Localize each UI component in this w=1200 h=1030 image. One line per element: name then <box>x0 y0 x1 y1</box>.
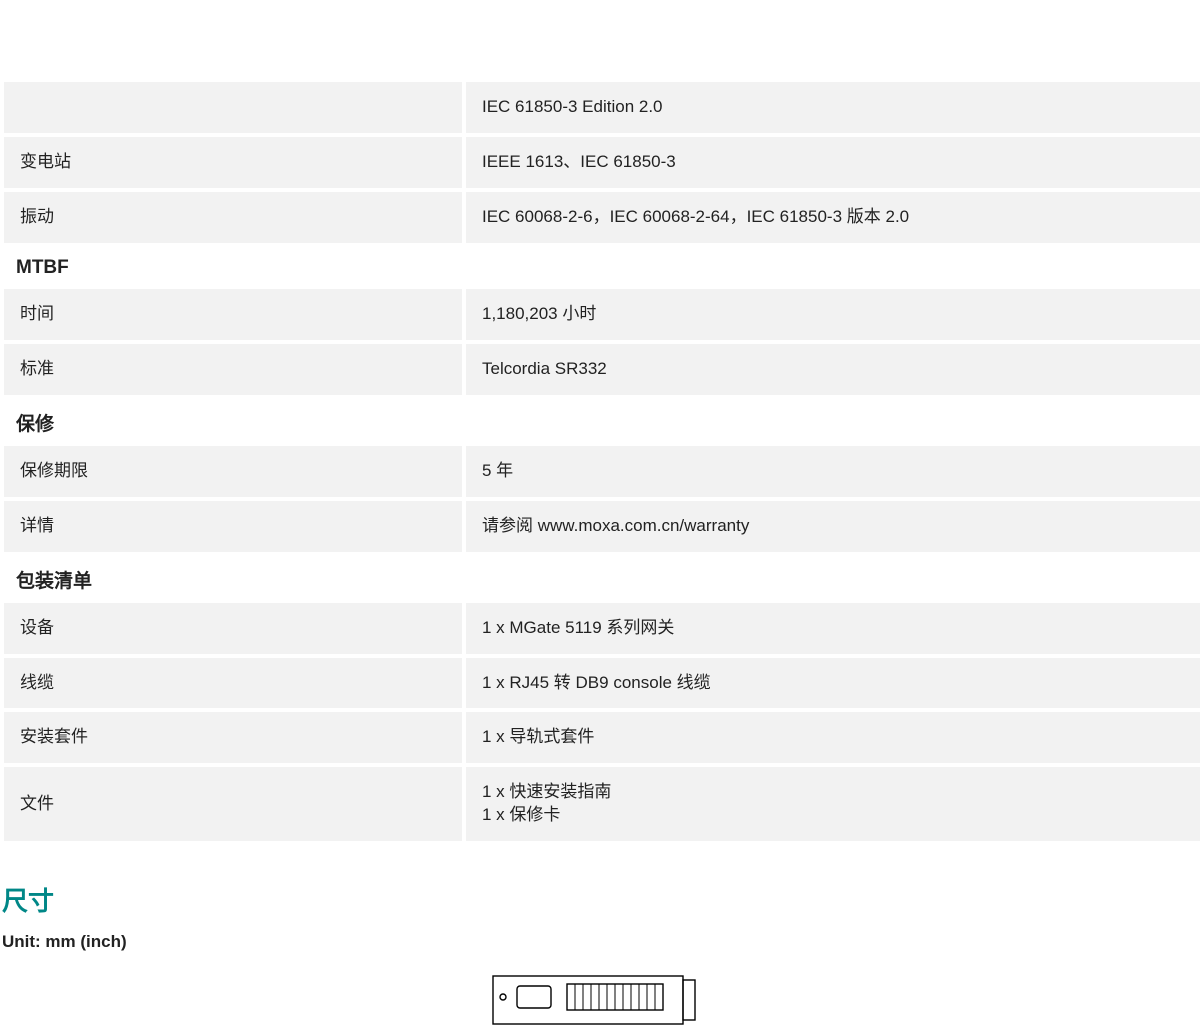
section-header-package: 包装清单 <box>4 552 1200 603</box>
row-value: 1 x 导轨式套件 <box>466 712 1200 763</box>
spec-table: IEC 61850-3 Edition 2.0变电站IEEE 1613、IEC … <box>4 82 1200 841</box>
table-row: IEC 61850-3 Edition 2.0 <box>4 82 1200 133</box>
row-value: 请参阅 www.moxa.com.cn/warranty <box>466 501 1200 552</box>
device-top-view-icon <box>485 970 715 1030</box>
row-value: IEC 60068-2-6，IEC 60068-2-64，IEC 61850-3… <box>466 192 1200 243</box>
row-value: 1 x 快速安装指南1 x 保修卡 <box>466 767 1200 841</box>
row-value: IEC 61850-3 Edition 2.0 <box>466 82 1200 133</box>
table-row: 详情请参阅 www.moxa.com.cn/warranty <box>4 501 1200 552</box>
dimensions-unit: Unit: mm (inch) <box>2 932 1200 952</box>
table-row: 标准Telcordia SR332 <box>4 344 1200 395</box>
row-label: 安装套件 <box>4 712 462 763</box>
section-header-warranty: 保修 <box>4 395 1200 446</box>
row-label <box>4 82 462 133</box>
row-label: 标准 <box>4 344 462 395</box>
table-row: 线缆1 x RJ45 转 DB9 console 线缆 <box>4 658 1200 709</box>
row-label: 时间 <box>4 289 462 340</box>
dimensions-heading: 尺寸 <box>2 881 1200 918</box>
row-value: 1 x RJ45 转 DB9 console 线缆 <box>466 658 1200 709</box>
table-row: 文件1 x 快速安装指南1 x 保修卡 <box>4 767 1200 841</box>
table-row: 变电站IEEE 1613、IEC 61850-3 <box>4 137 1200 188</box>
row-label: 振动 <box>4 192 462 243</box>
table-row: 设备1 x MGate 5119 系列网关 <box>4 603 1200 654</box>
row-label: 保修期限 <box>4 446 462 497</box>
row-value: IEEE 1613、IEC 61850-3 <box>466 137 1200 188</box>
row-label: 设备 <box>4 603 462 654</box>
row-label: 文件 <box>4 767 462 841</box>
row-value: 5 年 <box>466 446 1200 497</box>
section-header-mtbf: MTBF <box>4 243 1200 289</box>
table-row: 安装套件1 x 导轨式套件 <box>4 712 1200 763</box>
row-label: 变电站 <box>4 137 462 188</box>
table-row: 保修期限5 年 <box>4 446 1200 497</box>
row-label: 线缆 <box>4 658 462 709</box>
row-value: Telcordia SR332 <box>466 344 1200 395</box>
row-value: 1 x MGate 5119 系列网关 <box>466 603 1200 654</box>
row-value: 1,180,203 小时 <box>466 289 1200 340</box>
table-row: 时间1,180,203 小时 <box>4 289 1200 340</box>
table-row: 振动IEC 60068-2-6，IEC 60068-2-64，IEC 61850… <box>4 192 1200 243</box>
dimension-diagram <box>0 970 1200 1030</box>
row-label: 详情 <box>4 501 462 552</box>
